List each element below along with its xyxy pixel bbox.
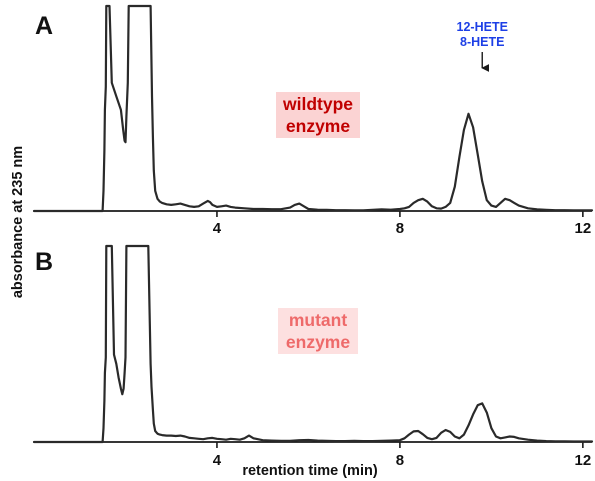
x-tick-label: 12 xyxy=(575,220,592,237)
enzyme-label-background xyxy=(278,308,358,354)
chromatogram-trace xyxy=(32,244,594,444)
x-tick-label: 4 xyxy=(213,220,222,237)
peak-annotation-label: 12-HETE xyxy=(457,20,508,34)
x-axis-title: retention time (min) xyxy=(242,463,378,479)
panel-letter-b: B xyxy=(35,248,53,276)
y-axis-title: absorbance at 235 nm xyxy=(10,146,26,298)
enzyme-label-line: enzyme xyxy=(286,332,350,352)
x-tick-label: 8 xyxy=(396,220,404,237)
enzyme-label-background xyxy=(276,92,360,138)
chromatogram-trace xyxy=(32,4,594,213)
enzyme-label-line: enzyme xyxy=(286,116,350,136)
peak-annotation-label: 8-HETE xyxy=(460,35,504,49)
enzyme-label-line: wildtype xyxy=(282,94,353,114)
enzyme-label-line: mutant xyxy=(289,310,348,330)
panel-letter-a: A xyxy=(35,12,53,40)
x-tick-label: 12 xyxy=(575,452,592,469)
x-tick-label: 4 xyxy=(213,452,222,469)
x-tick-label: 8 xyxy=(396,452,404,469)
